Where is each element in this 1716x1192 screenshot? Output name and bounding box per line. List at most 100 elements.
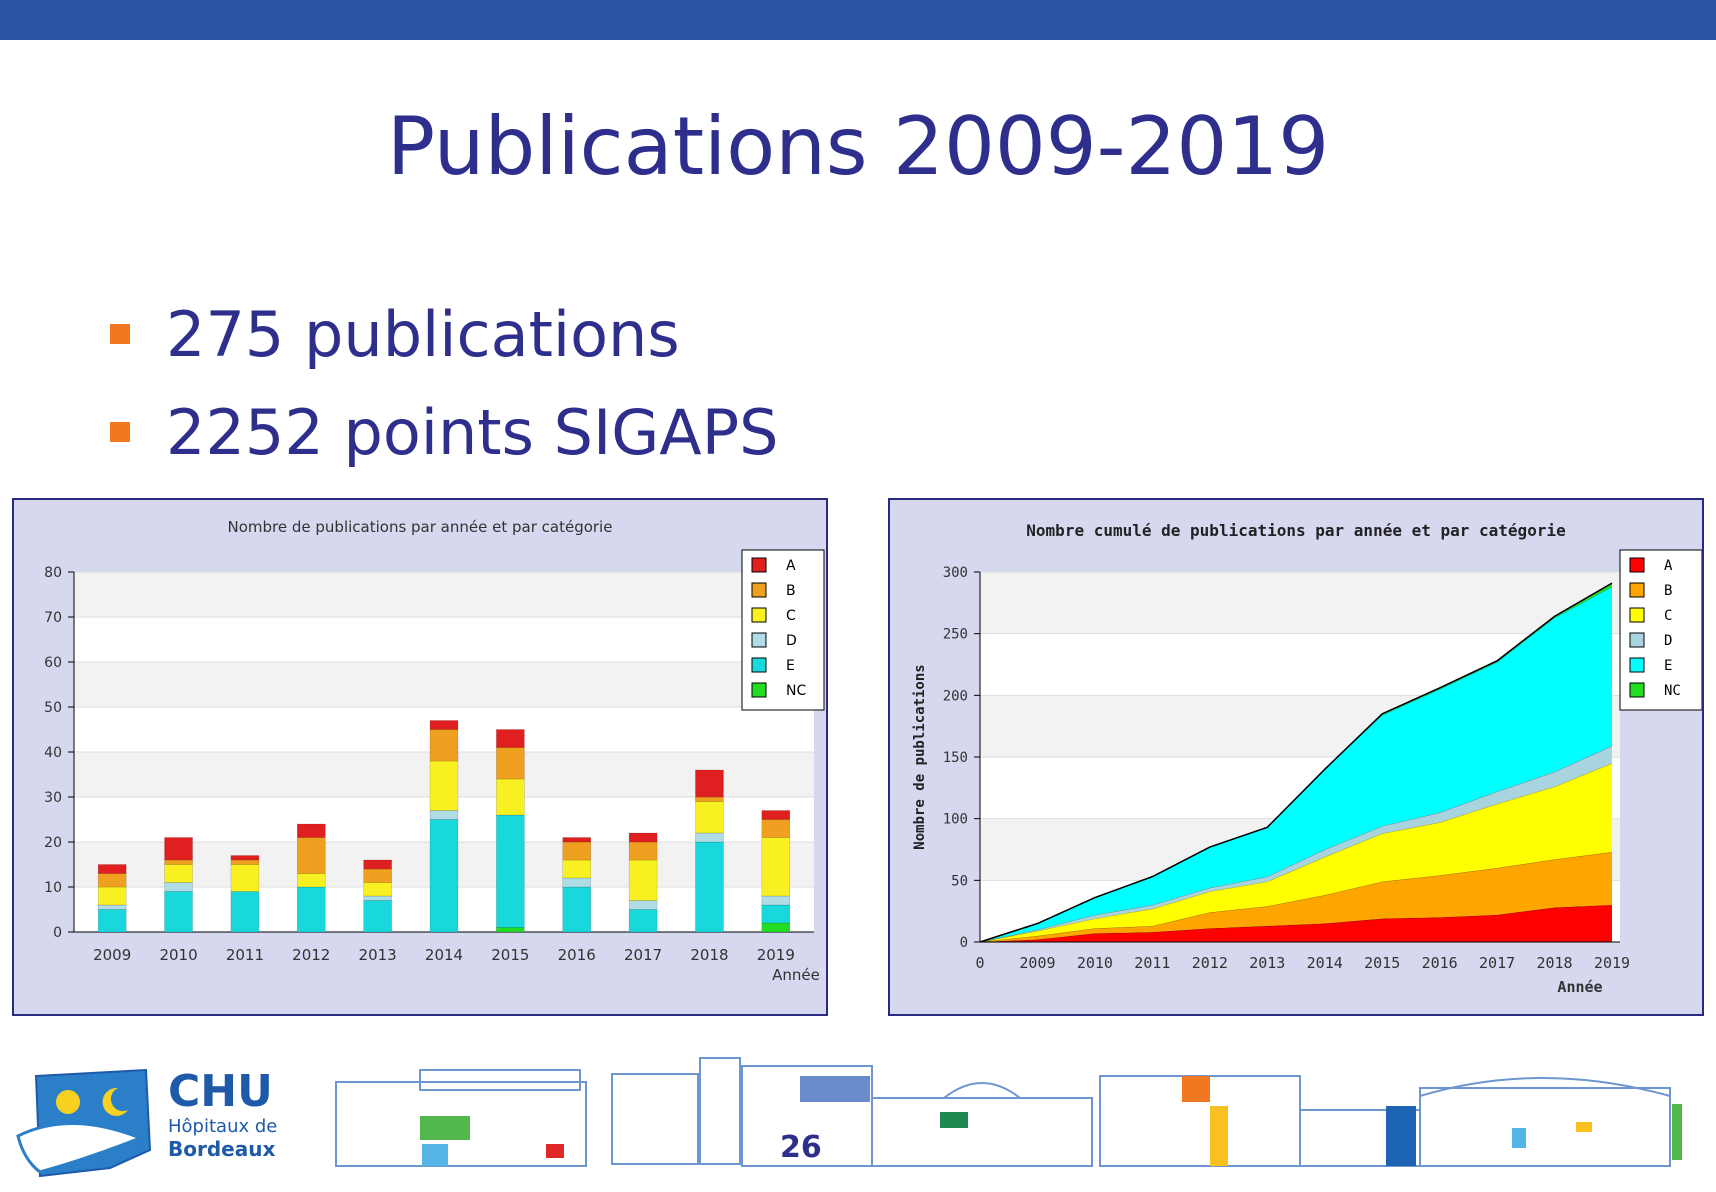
- bar-segment: [761, 819, 791, 838]
- bar-segment: [628, 859, 658, 901]
- x-axis-label: Année: [1557, 978, 1602, 996]
- y-tick-label: 0: [960, 935, 968, 951]
- bar-segment: [164, 864, 193, 883]
- y-tick-label: 40: [44, 745, 62, 761]
- y-tick-label: 10: [44, 880, 62, 896]
- bar-segment: [164, 891, 193, 933]
- y-tick-label: 150: [943, 750, 968, 766]
- area-series-edge: [979, 904, 1613, 943]
- x-tick-label: 2015: [1364, 954, 1400, 972]
- bullet-list: 275 publications 2252 points SIGAPS: [110, 285, 778, 481]
- x-tick-label: 2012: [1192, 954, 1228, 972]
- bullet-text: 2252 points SIGAPS: [166, 395, 779, 469]
- legend-swatch: [751, 632, 767, 648]
- legend-swatch: [751, 607, 767, 623]
- bar-segment: [628, 841, 658, 861]
- bar-segment: [695, 796, 724, 802]
- y-tick-label: 20: [44, 835, 62, 851]
- bar-segment: [562, 886, 591, 933]
- grid-band: [74, 572, 814, 617]
- chart-title: Nombre cumulé de publications par année …: [1026, 521, 1565, 540]
- bar-segment: [230, 859, 260, 865]
- page-number: 26: [780, 1130, 822, 1165]
- area-series: [980, 851, 1612, 942]
- legend-swatch: [1629, 582, 1645, 598]
- bar-segment: [164, 882, 193, 892]
- y-tick-label: 300: [943, 565, 968, 581]
- bar-segment: [97, 864, 127, 874]
- bar-segment: [297, 823, 326, 838]
- y-tick-label: 250: [943, 627, 968, 643]
- x-tick-label: 2010: [159, 946, 197, 964]
- legend-swatch: [1629, 632, 1645, 648]
- y-tick-label: 100: [943, 812, 968, 828]
- x-tick-label: 2017: [1479, 954, 1515, 972]
- bar-segment: [429, 729, 459, 762]
- bullet-text: 275 publications: [166, 297, 680, 371]
- bar-chart-panel: Nombre de publications par année et par …: [12, 498, 828, 1016]
- y-tick-label: 30: [44, 790, 62, 806]
- legend-label: D: [1664, 633, 1672, 649]
- bar-segment: [761, 922, 791, 933]
- bar-segment: [761, 904, 791, 924]
- top-bar: [0, 0, 1716, 40]
- bar-chart: Nombre de publications par année et par …: [44, 518, 825, 984]
- bar-segment: [628, 909, 658, 933]
- bar-segment: [429, 810, 459, 820]
- hospital-buildings-illustration: [335, 1057, 1671, 1167]
- grid-band: [980, 572, 1620, 634]
- legend-label: E: [786, 658, 795, 674]
- chu-logo-text: CHU Hôpitaux de Bordeaux: [168, 1066, 278, 1161]
- legend-label: NC: [786, 683, 806, 699]
- y-tick-label: 80: [44, 565, 62, 581]
- y-tick-label: 50: [44, 700, 62, 716]
- bar-segment: [164, 859, 193, 865]
- legend-label: B: [1664, 583, 1672, 599]
- x-tick-label: 2014: [425, 946, 463, 964]
- bar-segment: [562, 837, 591, 843]
- legend-label: D: [786, 633, 797, 649]
- legend-label: NC: [1664, 683, 1681, 699]
- bar-segment: [429, 819, 459, 933]
- bullet-item-points: 2252 points SIGAPS: [110, 383, 778, 481]
- bar-segment: [297, 837, 326, 874]
- bar-segment: [363, 868, 392, 883]
- bar-segment: [628, 832, 658, 843]
- y-tick-label: 200: [943, 688, 968, 704]
- y-tick-label: 60: [44, 655, 62, 671]
- logo-name: CHU: [168, 1066, 273, 1117]
- x-tick-label: 0: [975, 954, 984, 972]
- x-tick-label: 2015: [491, 946, 529, 964]
- x-tick-label: 2014: [1307, 954, 1343, 972]
- bar-segment: [761, 837, 791, 897]
- x-tick-label: 2013: [359, 946, 397, 964]
- x-tick-label: 2009: [1019, 954, 1055, 972]
- building-color-accents: [420, 1076, 1682, 1166]
- bar-segment: [695, 832, 724, 843]
- bar-segment: [230, 855, 260, 861]
- bar-segment: [429, 720, 459, 730]
- x-tick-label: 2011: [226, 946, 264, 964]
- footer: [0, 1040, 1716, 1188]
- legend-swatch: [751, 682, 767, 698]
- bullet-square-icon: [110, 422, 130, 442]
- x-tick-label: 2012: [292, 946, 330, 964]
- bar-segment: [363, 900, 392, 933]
- bar-segment: [496, 729, 525, 748]
- bar-segment: [695, 841, 724, 933]
- x-tick-label: 2013: [1249, 954, 1285, 972]
- bar-segment: [695, 801, 724, 834]
- legend-swatch: [1629, 557, 1645, 573]
- logo-subtitle: Hôpitaux de: [168, 1116, 278, 1137]
- bar-segment: [429, 760, 459, 811]
- area-series: [980, 905, 1612, 942]
- bar-segment: [297, 886, 326, 933]
- legend-swatch: [751, 582, 767, 598]
- x-tick-label: 2011: [1134, 954, 1170, 972]
- bar-segment: [97, 886, 127, 906]
- bar-segment: [230, 864, 260, 892]
- x-tick-label: 2018: [690, 946, 728, 964]
- bar-segment: [230, 891, 260, 933]
- legend-label: C: [786, 608, 796, 624]
- x-tick-label: 2016: [558, 946, 596, 964]
